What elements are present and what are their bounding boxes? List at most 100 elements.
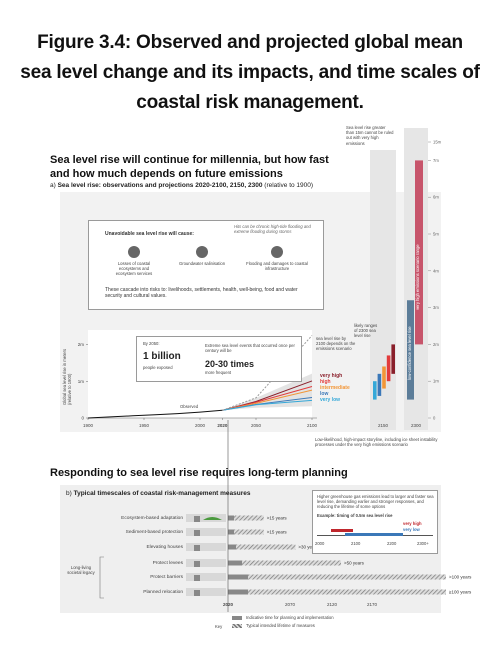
- y-tick-label: 2m: [78, 342, 85, 347]
- info-bar-very-low: [345, 533, 403, 536]
- planning-bar: [228, 574, 248, 580]
- key-planning: Indicative time for planning and impleme…: [246, 615, 334, 620]
- figure-title: Figure 3.4: Observed and projected globa…: [20, 32, 480, 113]
- section-b-heading: Responding to sea level rise requires lo…: [50, 467, 348, 479]
- callout-people-label: people exposed: [143, 365, 173, 370]
- panel-a-title: a) Sea level rise: observations and proj…: [50, 182, 390, 189]
- lifetime-bar: [236, 544, 296, 550]
- planning-bar: [228, 515, 234, 521]
- timeline-tick-label: 2170: [367, 602, 378, 607]
- projection-band: [222, 373, 312, 411]
- panel-a-title-bold: Sea level rise: observations and project…: [57, 182, 263, 189]
- lifetime-bar: [242, 560, 341, 566]
- measure-label: Protect barriers: [150, 575, 183, 580]
- likely-note: likely ranges of 2300 sea level rise: [354, 323, 378, 339]
- lifetime-label: >30 years: [298, 545, 319, 550]
- section-a-heading: Sea level rise will continue for millenn…: [50, 154, 329, 180]
- measure-label: Ecosystem-based adaptation: [121, 516, 183, 521]
- impacts-box: Unavoidable sea level rise will cause: H…: [88, 220, 324, 310]
- groundwater-icon: [196, 246, 208, 258]
- info-very-low: very low: [403, 527, 420, 532]
- info-very-high: very high: [403, 521, 422, 526]
- lifetime-bar: [248, 589, 446, 595]
- x-tick-label: 2100: [307, 423, 318, 428]
- house-icon: [194, 516, 200, 522]
- key-lifetime-swatch: [232, 624, 242, 628]
- y-tick-label: 1m: [78, 379, 85, 384]
- info-text: Higher greenhouse gas emissions lead to …: [317, 494, 434, 510]
- legend-very-low: very low: [320, 397, 341, 403]
- callout-people-number: 1 billion: [143, 351, 181, 362]
- impact-item-groundwater: Groundwater salinisation: [177, 246, 227, 266]
- timeline-tick-label: 2120: [327, 602, 338, 607]
- bar-2300-very-high: [415, 160, 423, 345]
- low-likelihood-note: Low-likelihood, high-impact storyline, i…: [315, 437, 438, 448]
- info-tick-2000: 2000: [315, 541, 325, 546]
- panel-a-label: a): [50, 182, 56, 189]
- planning-bar: [228, 589, 248, 595]
- callout-events-text: Extreme sea level events that occurred o…: [205, 343, 295, 354]
- right-y-tick-label: 5m: [433, 232, 439, 237]
- callout-events-suffix: more frequent: [205, 370, 232, 375]
- series-very-low: [222, 399, 313, 411]
- info-example-title: Example: timing of 0.5m sea level rise: [317, 513, 393, 518]
- info-tick-2100: 2100: [351, 541, 361, 546]
- lifetime-label: ≥100 years: [449, 590, 472, 595]
- house-icon: [194, 561, 200, 567]
- y-tick-label: 0: [81, 416, 84, 421]
- key-lifetime: Typical intended lifetime of measures: [246, 623, 315, 628]
- measure-label: Sediment-based protection: [125, 530, 183, 535]
- callout-events-number: 20-30 times: [205, 359, 255, 369]
- right-y-tick-label: 0: [433, 416, 436, 421]
- key-planning-swatch: [232, 616, 242, 620]
- measure-illustration: [186, 588, 226, 596]
- lifetime-label: >15 years: [267, 516, 288, 521]
- lifetime-label: >50 years: [344, 561, 365, 566]
- legend-intermediate: intermediate: [320, 385, 350, 391]
- bar-2150-very-low: [373, 381, 377, 400]
- right-y-tick-label: 1m: [433, 379, 439, 384]
- panel-b-title: b) Typical timescales of coastal risk-ma…: [66, 490, 251, 497]
- impact-label-groundwater: Groundwater salinisation: [178, 261, 226, 266]
- impact-label-ecosystem: Losses of coastal ecosystems and ecosyst…: [115, 261, 153, 277]
- measure-illustration: [186, 559, 226, 567]
- rise-2100-note: sea level rise by 2100 depends on the em…: [316, 336, 356, 352]
- impacts-cascade: These cascade into risks to: livelihoods…: [105, 287, 298, 299]
- key-label: Key: [215, 624, 223, 629]
- planning-bar: [228, 529, 234, 535]
- x-tick-label: 1950: [139, 423, 150, 428]
- lifetime-bar: [234, 529, 264, 535]
- info-bar-very-high: [331, 529, 353, 532]
- lifetime-label: >15 years: [267, 530, 288, 535]
- right-y-tick-label: 2m: [433, 342, 439, 347]
- impacts-note: Hits can be chronic high-tide flooding a…: [234, 224, 311, 235]
- y-axis-label: Global sea level rise in meters (relativ…: [62, 348, 73, 405]
- right-x-tick-label: 2150: [378, 423, 389, 428]
- house-icon: [194, 575, 200, 581]
- bar-2150-high: [386, 355, 391, 382]
- high-likelihood-label: very high emissions scenario range: [415, 244, 420, 310]
- house-icon: [194, 590, 200, 596]
- lifetime-bar: [248, 574, 446, 580]
- group-bracket: [99, 556, 104, 599]
- right-y-tick-label: 4m: [433, 268, 439, 273]
- bar-2300-very-low: [407, 300, 414, 400]
- planning-bar: [228, 560, 242, 566]
- measure-illustration: [186, 528, 226, 536]
- planning-bar: [228, 544, 236, 550]
- panel-b-label: b): [66, 490, 72, 497]
- top-note: Sea level rise greater than 15m cannot b…: [346, 125, 394, 146]
- callout-by-year: By 2050:: [143, 341, 160, 346]
- bar-2150-low: [377, 373, 382, 396]
- group-label: Long-living societal legacy: [67, 565, 95, 576]
- impact-item-ecosystem: Losses of coastal ecosystems and ecosyst…: [109, 246, 159, 277]
- right-x-tick-label: 2300: [411, 423, 422, 428]
- measure-illustration: [186, 543, 226, 551]
- x-tick-label: 1900: [83, 423, 94, 428]
- info-box: Higher greenhouse gas emissions lead to …: [312, 490, 438, 554]
- info-tick-2300: 2300+: [417, 541, 429, 546]
- right-y-tick-label: 6m: [433, 195, 439, 200]
- panel-a-title-rest: (relative to 1900): [264, 182, 314, 189]
- lifetime-bar: [234, 515, 264, 521]
- impacts-title: Unavoidable sea level rise will cause:: [105, 231, 194, 237]
